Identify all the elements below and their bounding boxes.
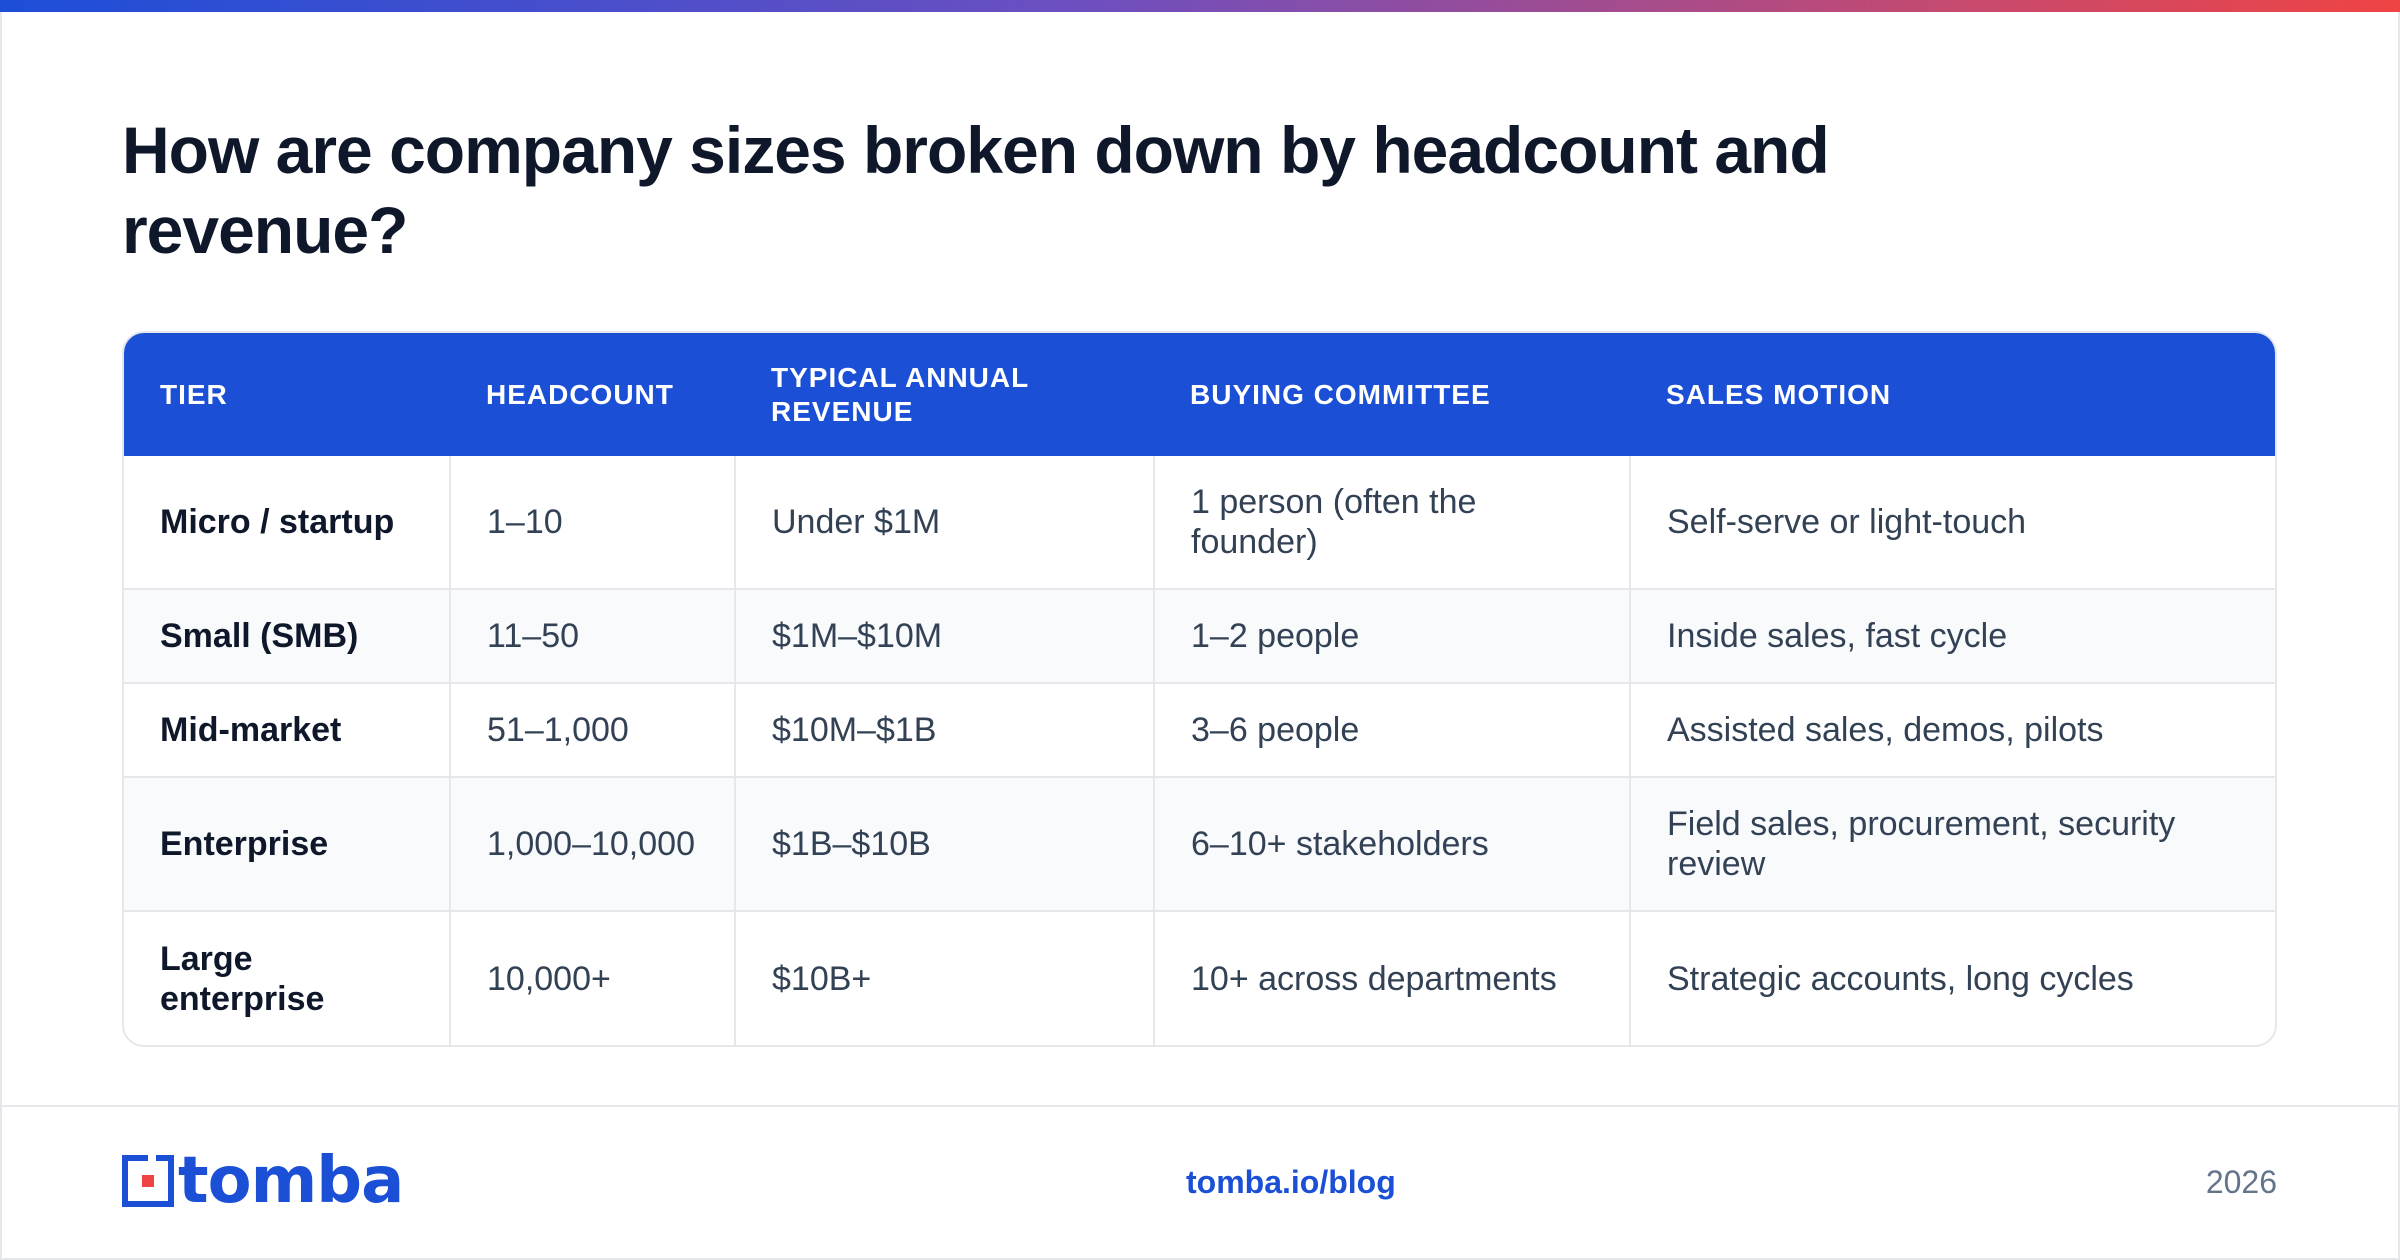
table-row: Micro / startup 1–10 Under $1M 1 person … <box>124 456 2275 589</box>
cell-revenue: $10B+ <box>735 910 1155 1045</box>
company-size-table: TIER HEADCOUNT TYPICAL ANNUAL REVENUE BU… <box>122 331 2277 1047</box>
cell-revenue: $1M–$10M <box>735 588 1155 683</box>
cell-tier: Enterprise <box>124 776 451 911</box>
header-tier: TIER <box>160 378 228 410</box>
cell-tier: Large enterprise <box>124 910 451 1045</box>
header-revenue: TYPICAL ANNUAL REVENUE <box>771 361 1029 427</box>
header-buying-committee: BUYING COMMITTEE <box>1190 378 1491 410</box>
cell-headcount: 10,000+ <box>450 910 736 1045</box>
cell-headcount: 1,000–10,000 <box>450 776 736 911</box>
table-row: Large enterprise 10,000+ $10B+ 10+ acros… <box>124 910 2275 1045</box>
cell-committee: 6–10+ stakeholders <box>1154 776 1631 911</box>
cell-committee: 1 person (often the founder) <box>1154 456 1631 589</box>
footer-year: 2026 <box>2205 1164 2277 1200</box>
blog-link[interactable]: tomba.io/blog <box>1186 1164 1396 1200</box>
table-row: Small (SMB) 11–50 $1M–$10M 1–2 people In… <box>124 588 2275 683</box>
table-row: Enterprise 1,000–10,000 $1B–$10B 6–10+ s… <box>124 776 2275 911</box>
top-gradient-bar <box>0 0 2400 12</box>
cell-revenue: $10M–$1B <box>735 682 1155 777</box>
page-title: How are company sizes broken down by hea… <box>122 113 1830 267</box>
cell-tier: Mid-market <box>124 682 451 777</box>
header-sales-motion: SALES MOTION <box>1666 378 1892 410</box>
cell-motion: Field sales, procurement, security revie… <box>1630 776 2275 911</box>
header-row: TIER HEADCOUNT TYPICAL ANNUAL REVENUE BU… <box>124 333 2275 456</box>
footer-divider <box>0 1105 2400 1107</box>
cell-motion: Assisted sales, demos, pilots <box>1630 682 2275 777</box>
cell-headcount: 51–1,000 <box>450 682 736 777</box>
cell-headcount: 1–10 <box>450 456 736 589</box>
cell-committee: 3–6 people <box>1154 682 1631 777</box>
cell-tier: Small (SMB) <box>124 588 451 683</box>
cell-motion: Inside sales, fast cycle <box>1630 588 2275 683</box>
cell-motion: Self-serve or light-touch <box>1667 503 2027 541</box>
table: TIER HEADCOUNT TYPICAL ANNUAL REVENUE BU… <box>124 333 2275 1045</box>
table-row: Mid-market 51–1,000 $10M–$1B 3–6 people … <box>124 682 2275 777</box>
logo-text: tomba <box>178 1144 404 1218</box>
cell-committee: 1–2 people <box>1154 588 1631 683</box>
cell-tier: Micro / startup <box>124 456 451 589</box>
cell-revenue: $1B–$10B <box>735 776 1155 911</box>
tomba-logo[interactable]: tomba <box>122 1144 404 1218</box>
header-headcount: HEADCOUNT <box>486 378 674 410</box>
table-header: TIER HEADCOUNT TYPICAL ANNUAL REVENUE BU… <box>124 333 2275 456</box>
cell-revenue: Under $1M <box>735 456 1155 589</box>
cell-committee: 10+ across departments <box>1154 910 1631 1045</box>
cell-headcount: 11–50 <box>450 588 736 683</box>
table-body: Micro / startup 1–10 Under $1M 1 person … <box>124 456 2275 1045</box>
tomba-logo-icon <box>122 1155 174 1207</box>
cell-motion: Strategic accounts, long cycles <box>1630 910 2275 1045</box>
